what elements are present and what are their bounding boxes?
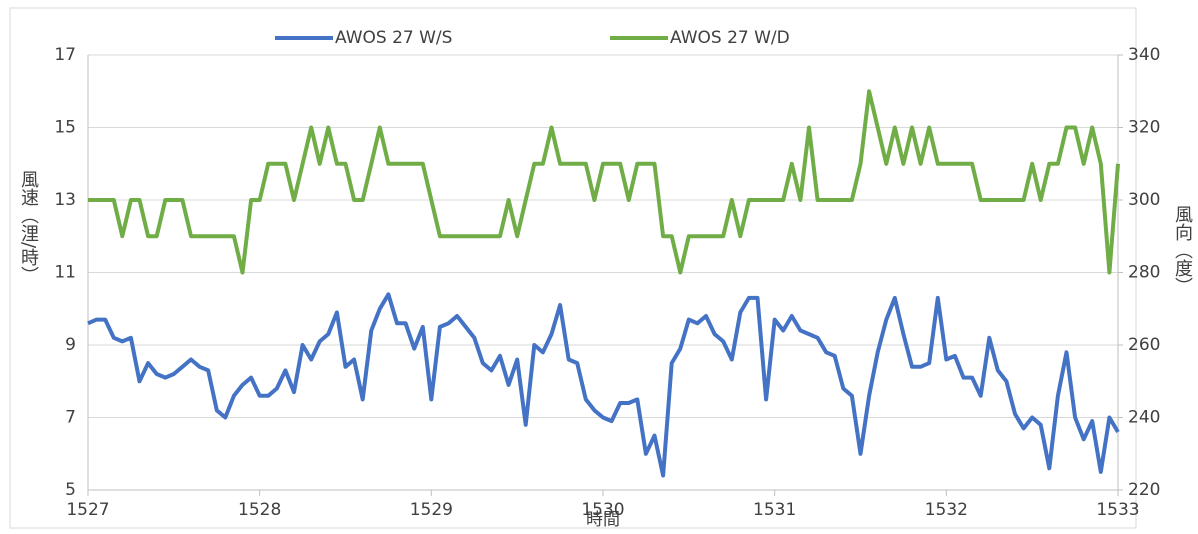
x-tick-label: 1532 [925,500,968,520]
y2-tick-label: 340 [1128,45,1160,65]
y-axis-label: 風速（浬/時） [18,170,39,284]
y-tick-label: 15 [54,118,76,138]
y2-tick-label: 240 [1128,408,1160,428]
y-tick-label: 11 [54,263,76,283]
x-tick-label: 1531 [753,500,796,520]
y2-axis-label: 風向（度） [1172,205,1193,295]
x-tick-label: 1533 [1096,500,1139,520]
y2-tick-label: 280 [1128,263,1160,283]
y-tick-label: 13 [54,190,76,210]
y2-tick-label: 220 [1128,480,1160,500]
y-tick-label: 7 [65,408,76,428]
x-tick-label: 1527 [66,500,109,520]
y2-tick-label: 260 [1128,335,1160,355]
y-tick-label: 17 [54,45,76,65]
x-tick-label: 1530 [581,500,624,520]
chart-border [9,7,1137,529]
legend-label: AWOS 27 W/S [335,28,452,48]
x-tick-label: 1529 [410,500,453,520]
x-axis-label: 時間 [586,510,620,530]
y-tick-label: 5 [65,480,76,500]
series-line [88,89,1120,275]
x-tick-label: 1528 [238,500,281,520]
y2-tick-label: 320 [1128,118,1160,138]
y-tick-label: 9 [65,335,76,355]
y2-tick-label: 300 [1128,190,1160,210]
legend-label: AWOS 27 W/D [670,28,790,48]
series-line [87,292,1120,478]
